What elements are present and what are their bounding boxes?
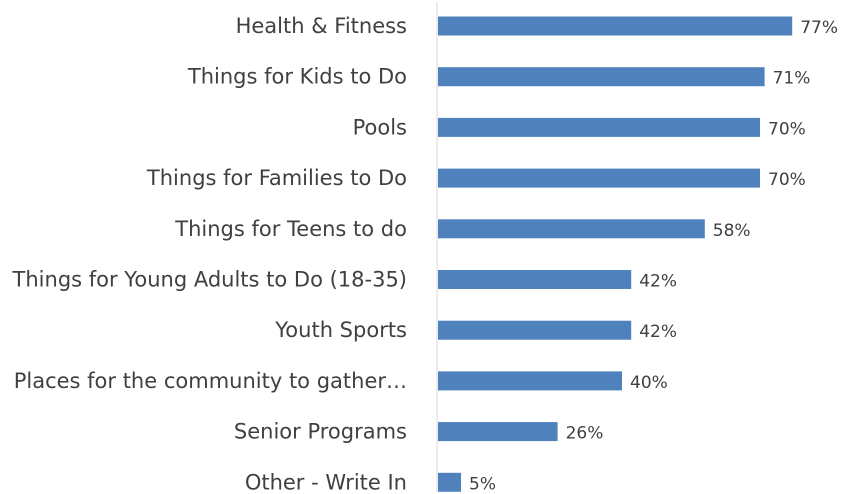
- bar: [438, 270, 632, 289]
- value-label: 70%: [768, 170, 806, 190]
- bar: [438, 472, 461, 492]
- category-label: Things for Teens to do: [174, 217, 407, 241]
- bar: [438, 320, 632, 340]
- category-label: Things for Families to Do: [146, 166, 407, 190]
- bar: [438, 117, 760, 137]
- category-label: Youth Sports: [274, 318, 407, 342]
- value-label: 42%: [639, 322, 677, 342]
- bar: [438, 371, 622, 391]
- category-label: Things for Kids to Do: [187, 65, 407, 89]
- category-label: Pools: [353, 115, 407, 139]
- value-label: 70%: [768, 119, 806, 139]
- category-label: Other - Write In: [245, 470, 407, 494]
- bar-group: Health & Fitness 77% Things for Kids to Do…: [12, 14, 838, 494]
- category-label: Health & Fitness: [236, 14, 407, 38]
- value-label: 71%: [773, 69, 811, 89]
- value-label: 77%: [800, 18, 838, 38]
- bar: [438, 67, 765, 87]
- value-label: 26%: [566, 424, 604, 444]
- bar: [438, 422, 558, 442]
- bar: [438, 168, 760, 188]
- category-label: Senior Programs: [234, 420, 407, 444]
- bar: [438, 219, 705, 239]
- value-label: 5%: [469, 474, 496, 494]
- category-label: Places for the community to gather…: [14, 369, 407, 393]
- category-label: Things for Young Adults to Do (18-35): [12, 268, 407, 292]
- value-label: 58%: [713, 221, 751, 241]
- value-label: 40%: [630, 373, 668, 393]
- value-label: 42%: [639, 272, 677, 292]
- bar: [438, 16, 793, 36]
